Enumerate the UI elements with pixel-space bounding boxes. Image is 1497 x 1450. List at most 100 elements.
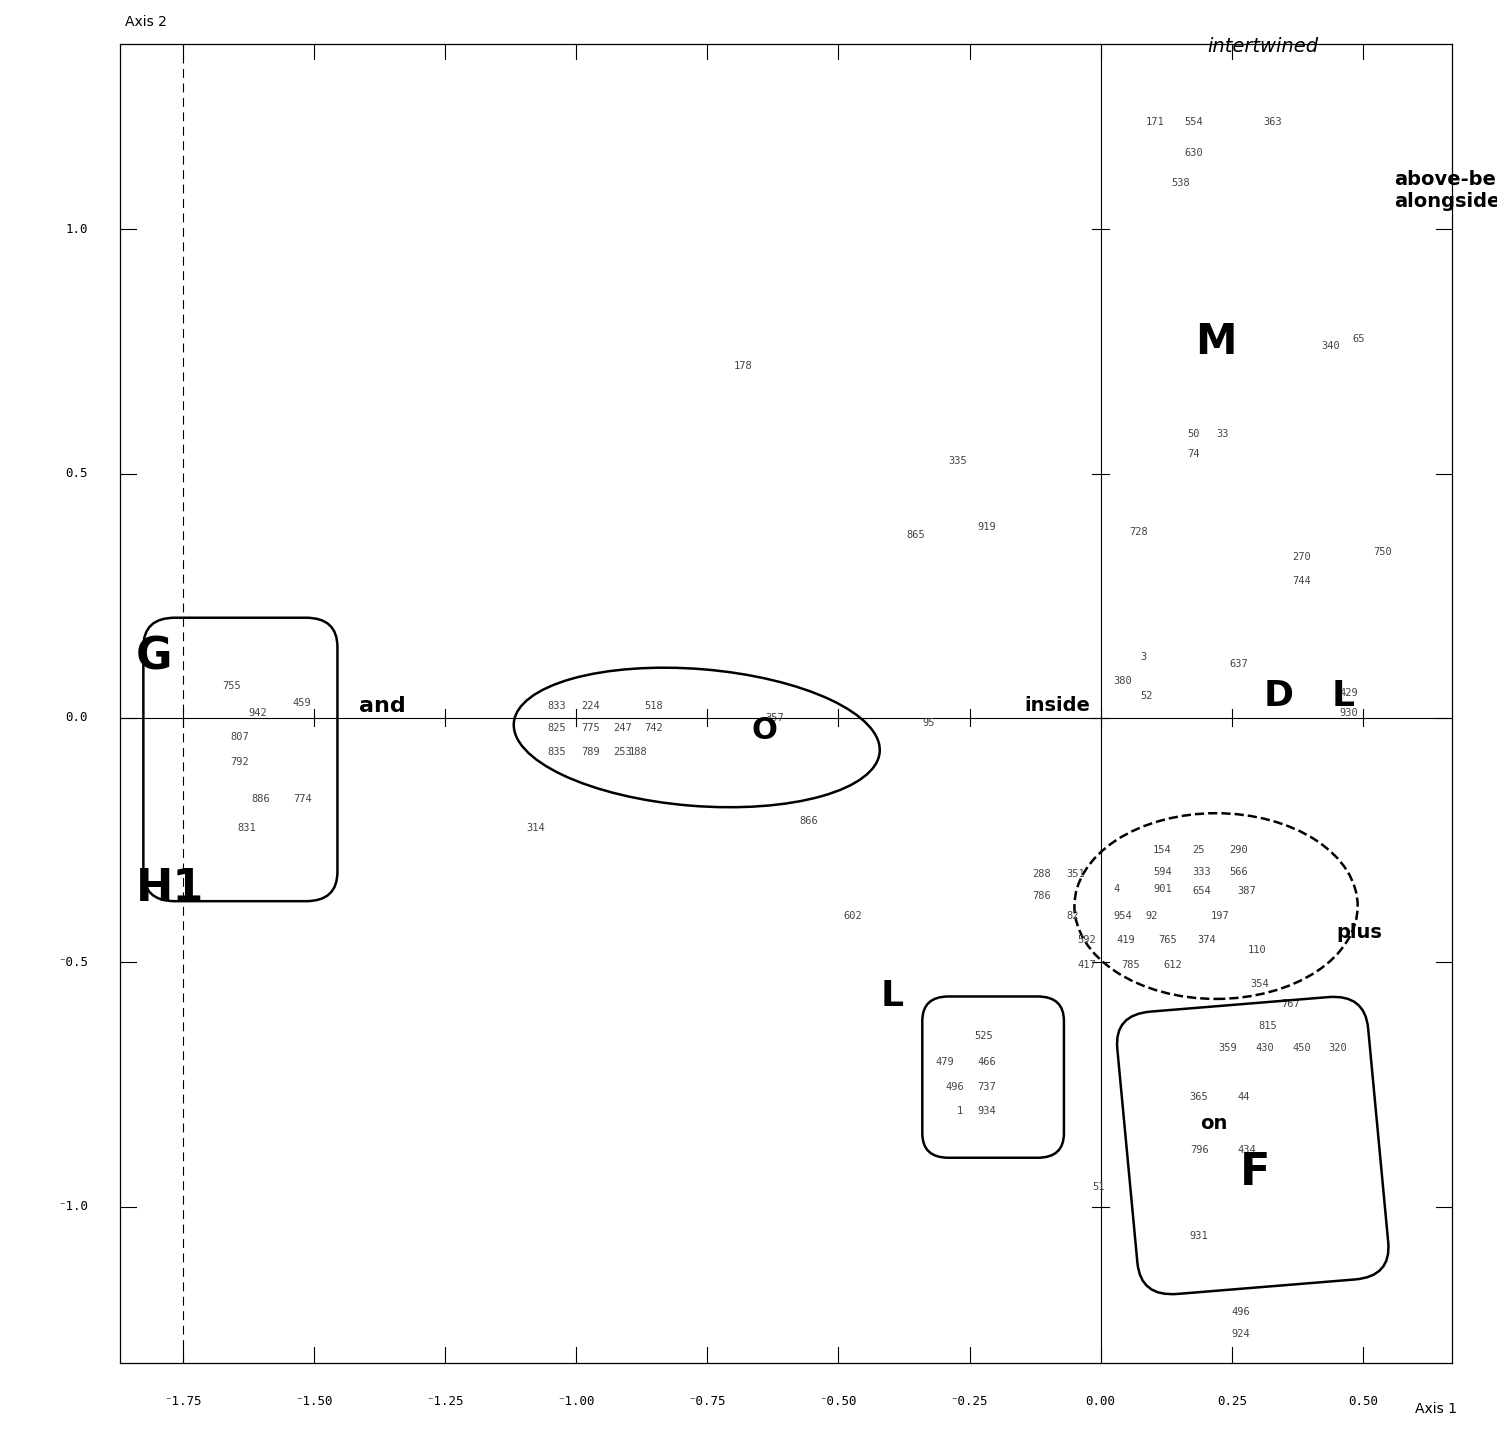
Text: 459: 459 <box>293 699 311 708</box>
Text: 930: 930 <box>1340 708 1358 718</box>
Text: 429: 429 <box>1340 689 1358 699</box>
Text: 785: 785 <box>1121 960 1141 970</box>
Text: 742: 742 <box>644 722 663 732</box>
Text: 188: 188 <box>629 747 647 757</box>
Text: ⁻0.75: ⁻0.75 <box>689 1395 726 1408</box>
Text: 538: 538 <box>1172 178 1190 188</box>
Text: 33: 33 <box>1216 429 1229 439</box>
Text: 466: 466 <box>978 1057 996 1067</box>
Text: 82: 82 <box>1066 911 1079 921</box>
Text: 387: 387 <box>1237 886 1256 896</box>
Text: 51: 51 <box>1093 1182 1105 1192</box>
Text: intertwined: intertwined <box>1208 36 1319 55</box>
Text: 3: 3 <box>1141 652 1147 661</box>
Text: 340: 340 <box>1320 342 1340 351</box>
Text: 335: 335 <box>949 457 967 467</box>
Text: H1: H1 <box>136 867 204 911</box>
Text: 417: 417 <box>1076 960 1096 970</box>
Text: 74: 74 <box>1187 450 1199 460</box>
Text: 825: 825 <box>548 722 566 732</box>
Text: ⁻1.25: ⁻1.25 <box>427 1395 464 1408</box>
Text: 110: 110 <box>1247 945 1266 956</box>
Text: 0.00: 0.00 <box>1085 1395 1115 1408</box>
Text: 224: 224 <box>581 700 600 710</box>
Text: 637: 637 <box>1229 660 1248 668</box>
Text: Axis 1: Axis 1 <box>1415 1402 1458 1417</box>
Text: 430: 430 <box>1256 1043 1274 1053</box>
Text: 786: 786 <box>1033 892 1051 902</box>
Text: 737: 737 <box>978 1082 996 1092</box>
Text: 796: 796 <box>1190 1146 1208 1156</box>
Text: 0.5: 0.5 <box>66 467 88 480</box>
Text: 0.0: 0.0 <box>66 712 88 725</box>
Text: inside: inside <box>1024 696 1090 715</box>
Text: 901: 901 <box>1153 884 1172 895</box>
Text: 630: 630 <box>1184 148 1204 158</box>
Text: F: F <box>1240 1151 1269 1193</box>
Text: ⁻0.5: ⁻0.5 <box>58 956 88 969</box>
Text: 866: 866 <box>799 815 817 825</box>
Text: 354: 354 <box>1250 979 1269 989</box>
Text: 247: 247 <box>612 722 632 732</box>
Text: 197: 197 <box>1211 911 1229 921</box>
Text: and: and <box>359 696 406 716</box>
Text: 320: 320 <box>1329 1043 1347 1053</box>
Text: ⁻1.0: ⁻1.0 <box>58 1201 88 1214</box>
Text: ⁻1.00: ⁻1.00 <box>557 1395 594 1408</box>
Text: 95: 95 <box>922 718 934 728</box>
Text: 496: 496 <box>946 1082 964 1092</box>
Text: 44: 44 <box>1237 1092 1250 1102</box>
Text: 602: 602 <box>844 911 862 921</box>
Text: 1: 1 <box>957 1106 963 1116</box>
Text: 566: 566 <box>1229 867 1248 877</box>
Text: 290: 290 <box>1229 845 1248 855</box>
Text: L: L <box>1331 679 1355 713</box>
Text: 594: 594 <box>1153 867 1172 877</box>
Text: 359: 359 <box>1219 1043 1238 1053</box>
Text: 525: 525 <box>975 1031 994 1041</box>
Text: 496: 496 <box>1232 1306 1250 1317</box>
Text: 178: 178 <box>734 361 751 371</box>
Text: 774: 774 <box>293 793 311 803</box>
Text: Axis 2: Axis 2 <box>126 14 166 29</box>
Text: 931: 931 <box>1190 1231 1208 1241</box>
Text: 765: 765 <box>1159 935 1177 945</box>
Text: 612: 612 <box>1163 960 1183 970</box>
Text: 924: 924 <box>1232 1328 1250 1338</box>
Text: 50: 50 <box>1187 429 1199 439</box>
Text: 374: 374 <box>1198 935 1217 945</box>
Text: above-below/
alongside: above-below/ alongside <box>1394 170 1497 210</box>
Text: 831: 831 <box>238 822 256 832</box>
Text: 0.50: 0.50 <box>1347 1395 1377 1408</box>
Text: 592: 592 <box>1076 935 1096 945</box>
Text: 357: 357 <box>765 713 784 724</box>
Text: 833: 833 <box>548 700 566 710</box>
Text: 92: 92 <box>1145 911 1157 921</box>
Text: D: D <box>1263 679 1293 713</box>
Text: 52: 52 <box>1141 690 1153 700</box>
Text: 479: 479 <box>936 1057 954 1067</box>
Text: 4: 4 <box>1114 884 1120 895</box>
Text: 744: 744 <box>1292 576 1311 586</box>
Text: 654: 654 <box>1193 886 1211 896</box>
Text: plus: plus <box>1337 924 1383 942</box>
Text: G: G <box>136 635 172 679</box>
Text: 942: 942 <box>249 708 266 718</box>
Text: 792: 792 <box>231 757 249 767</box>
Text: 171: 171 <box>1145 116 1165 126</box>
Text: 886: 886 <box>251 793 269 803</box>
Text: 865: 865 <box>907 529 925 539</box>
Text: 807: 807 <box>231 732 249 742</box>
Text: ⁻0.25: ⁻0.25 <box>951 1395 988 1408</box>
Text: 253: 253 <box>612 747 632 757</box>
Text: 767: 767 <box>1281 999 1301 1009</box>
Text: 270: 270 <box>1292 551 1311 561</box>
Text: 419: 419 <box>1117 935 1135 945</box>
Text: 1.0: 1.0 <box>66 223 88 236</box>
Text: 363: 363 <box>1263 116 1281 126</box>
Text: 380: 380 <box>1114 676 1133 686</box>
Text: 314: 314 <box>527 822 545 832</box>
Text: 154: 154 <box>1153 845 1172 855</box>
Text: ⁻1.50: ⁻1.50 <box>295 1395 332 1408</box>
Text: M: M <box>1195 320 1237 362</box>
